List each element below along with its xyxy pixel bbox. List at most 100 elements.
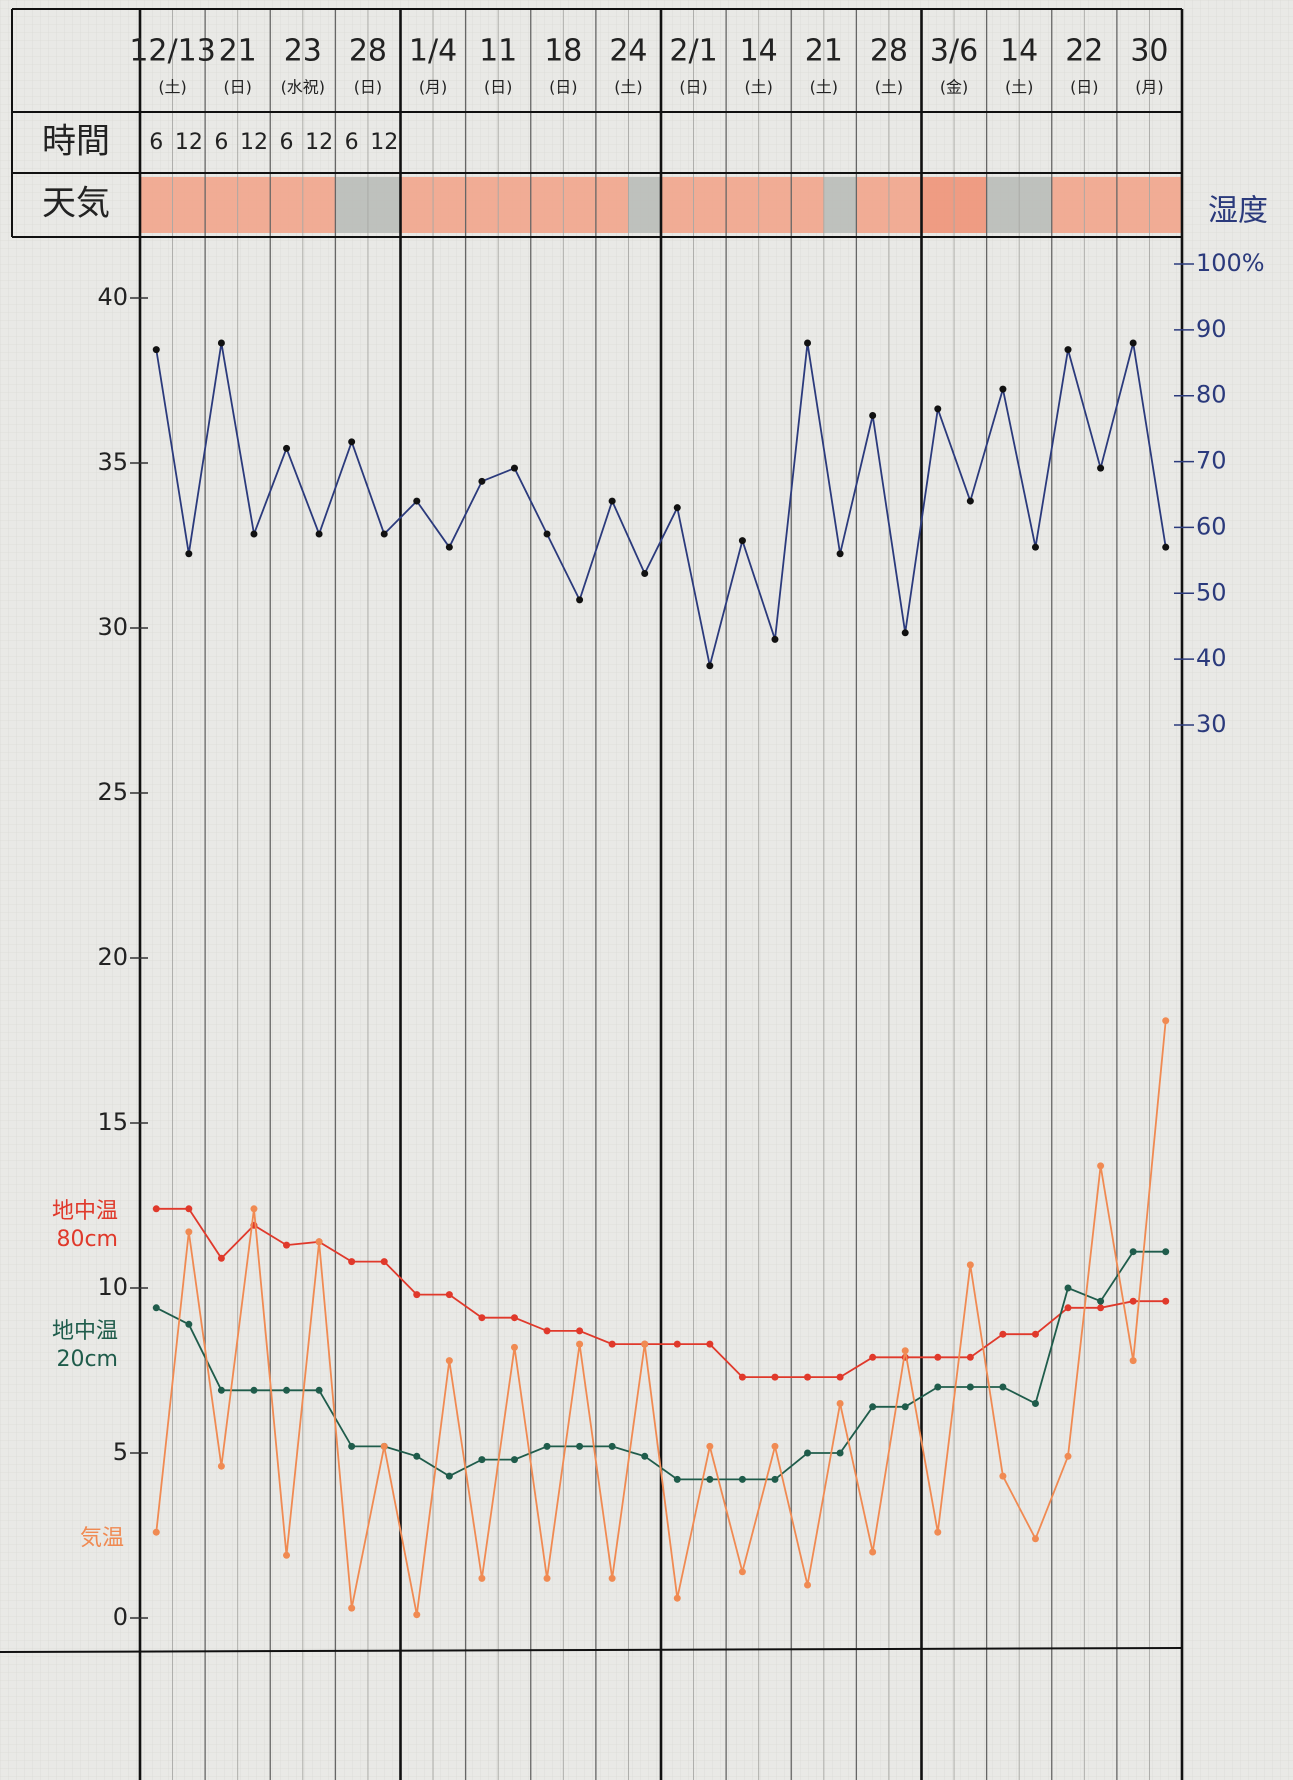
y2-axis-title: 湿度 xyxy=(1208,194,1268,229)
data-point xyxy=(902,1347,909,1354)
chart: 時間 天気 湿度 12/132123281/41118242/11421283/… xyxy=(0,0,1293,1780)
weather-cell xyxy=(140,177,173,233)
data-point xyxy=(934,1384,941,1391)
data-point xyxy=(837,1374,844,1381)
data-point xyxy=(609,1575,616,1582)
data-point xyxy=(674,1476,681,1483)
data-point xyxy=(250,531,257,538)
weekday-label: (日) xyxy=(223,78,252,97)
data-point xyxy=(1130,1248,1137,1255)
data-point xyxy=(1065,346,1072,353)
data-point xyxy=(609,1341,616,1348)
time-label: 12 xyxy=(175,130,203,155)
y2-tick-label: 100% xyxy=(1196,249,1265,277)
y-tick-label: 10 xyxy=(97,1273,128,1301)
data-point xyxy=(511,465,518,472)
weekday-label: (土) xyxy=(1005,78,1034,97)
data-point xyxy=(250,1387,257,1394)
data-point xyxy=(283,1387,290,1394)
data-point xyxy=(674,1341,681,1348)
weekday-label: (日) xyxy=(354,78,383,97)
data-point xyxy=(283,445,290,452)
data-point xyxy=(348,1258,355,1265)
data-point xyxy=(706,662,713,669)
data-point xyxy=(348,438,355,445)
date-label: 28 xyxy=(349,34,387,69)
data-point xyxy=(771,1476,778,1483)
data-point xyxy=(381,1258,388,1265)
data-point xyxy=(446,1473,453,1480)
weather-cell xyxy=(889,177,922,233)
weather-cell xyxy=(303,177,336,233)
date-label: 28 xyxy=(870,34,908,69)
data-point xyxy=(316,1238,323,1245)
y2-tick-label: 30 xyxy=(1196,710,1227,738)
data-point xyxy=(413,1611,420,1618)
data-point xyxy=(804,1582,811,1589)
weather-cell xyxy=(856,177,889,233)
date-label: 2/1 xyxy=(669,34,717,69)
date-label: 11 xyxy=(479,34,517,69)
weather-cell xyxy=(563,177,596,233)
data-point xyxy=(804,340,811,347)
data-point xyxy=(1162,1248,1169,1255)
data-point xyxy=(478,478,485,485)
time-label: 12 xyxy=(240,130,268,155)
data-point xyxy=(1162,1298,1169,1305)
weekday-label: (日) xyxy=(1070,78,1099,97)
data-point xyxy=(967,1354,974,1361)
weather-cell xyxy=(628,177,661,233)
y-tick-label: 25 xyxy=(97,778,128,806)
data-point xyxy=(739,1374,746,1381)
data-point xyxy=(185,1321,192,1328)
date-label: 1/4 xyxy=(409,34,457,69)
data-point xyxy=(837,1400,844,1407)
data-point xyxy=(511,1314,518,1321)
weather-cell xyxy=(173,177,206,233)
data-point xyxy=(544,1327,551,1334)
date-label: 23 xyxy=(284,34,322,69)
legend-label: 地中温 20cm xyxy=(8,1318,118,1374)
weather-cell xyxy=(824,177,857,233)
data-point xyxy=(381,1443,388,1450)
weather-cell xyxy=(270,177,303,233)
date-label: 21 xyxy=(219,34,257,69)
data-point xyxy=(869,1549,876,1556)
y2-tick-label: 70 xyxy=(1196,447,1227,475)
data-point xyxy=(706,1443,713,1450)
weather-cell xyxy=(368,177,401,233)
data-point xyxy=(999,1384,1006,1391)
weather-cell xyxy=(596,177,629,233)
data-point xyxy=(1065,1304,1072,1311)
y2-tick-label: 60 xyxy=(1196,512,1227,540)
y-tick-label: 30 xyxy=(97,613,128,641)
data-point xyxy=(609,498,616,505)
data-point xyxy=(674,1595,681,1602)
y-tick-label: 15 xyxy=(97,1108,128,1136)
date-label: 24 xyxy=(609,34,647,69)
weekday-label: (土) xyxy=(158,78,187,97)
data-point xyxy=(218,1387,225,1394)
data-point xyxy=(934,1354,941,1361)
data-point xyxy=(283,1242,290,1249)
data-point xyxy=(1162,1017,1169,1024)
y2-tick-label: 50 xyxy=(1196,578,1227,606)
data-point xyxy=(641,1341,648,1348)
data-point xyxy=(771,1374,778,1381)
y-tick-label: 40 xyxy=(97,283,128,311)
data-point xyxy=(934,405,941,412)
data-point xyxy=(641,570,648,577)
data-point xyxy=(1032,1400,1039,1407)
weather-cell xyxy=(205,177,238,233)
weekday-label: (土) xyxy=(810,78,839,97)
data-point xyxy=(381,531,388,538)
time-label: 12 xyxy=(305,130,333,155)
data-point xyxy=(739,1568,746,1575)
data-point xyxy=(446,1357,453,1364)
data-point xyxy=(348,1443,355,1450)
data-point xyxy=(1097,1304,1104,1311)
data-point xyxy=(869,412,876,419)
date-label: 21 xyxy=(805,34,843,69)
time-label: 6 xyxy=(149,130,163,155)
data-point xyxy=(902,1403,909,1410)
